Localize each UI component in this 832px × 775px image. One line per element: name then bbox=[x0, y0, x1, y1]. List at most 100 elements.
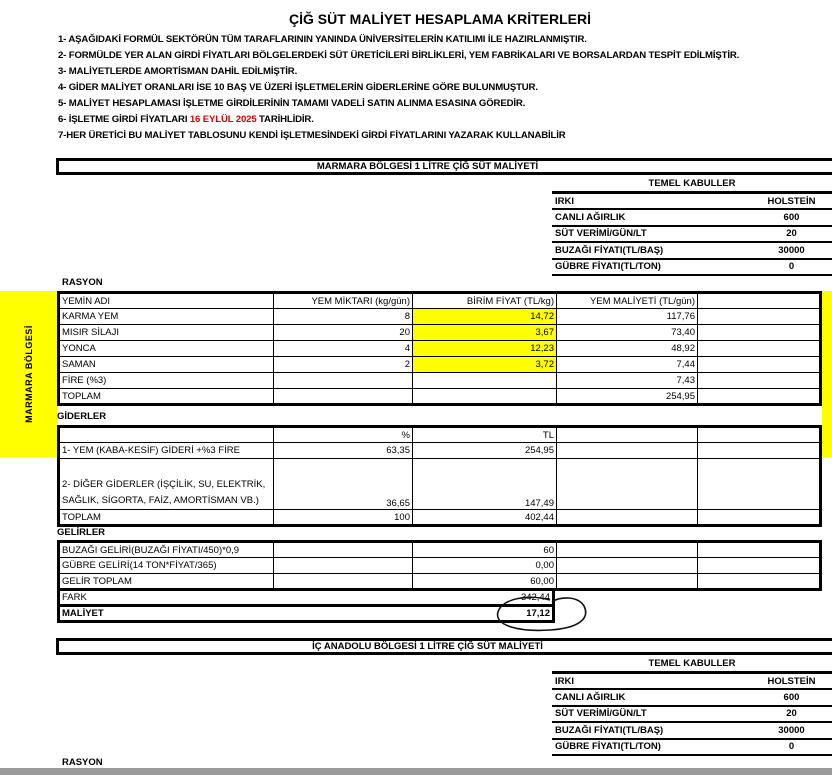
income-value: 0,00 bbox=[412, 557, 557, 574]
expense-percent: 63,35 bbox=[273, 442, 413, 459]
col-header: YEMİN ADI bbox=[58, 292, 274, 309]
empty-cell bbox=[556, 442, 698, 459]
feed-cost: 117,76 bbox=[556, 308, 698, 325]
feed-price[interactable]: 12,23 bbox=[412, 340, 557, 357]
temel-label: CANLI AĞIRLIK bbox=[552, 209, 694, 227]
rasyon-label: RASYON bbox=[62, 277, 103, 288]
feed-name: KARMA YEM bbox=[58, 308, 274, 325]
empty-cell bbox=[412, 372, 557, 389]
col-header: TL bbox=[412, 426, 557, 443]
empty-cell bbox=[556, 458, 698, 510]
temel-label: CANLI AĞIRLIK bbox=[552, 689, 694, 707]
temel-value: 30000 bbox=[693, 242, 832, 260]
empty-cell bbox=[556, 509, 698, 526]
empty-cell bbox=[412, 388, 557, 405]
temel-value: 0 bbox=[693, 738, 832, 756]
icanadolu-header: İÇ ANADOLU BÖLGESİ 1 LİTRE ÇİĞ SÜT MALİY… bbox=[56, 638, 832, 655]
feed-name: SAMAN bbox=[58, 356, 274, 373]
criterion-5: 5- MALİYET HESAPLAMASI İŞLETME GİRDİLERİ… bbox=[58, 98, 526, 109]
empty-cell bbox=[697, 308, 821, 325]
empty-cell bbox=[697, 356, 821, 373]
criterion-3: 3- MALİYETLERDE AMORTİSMAN DAHİL EDİLMİŞ… bbox=[58, 66, 298, 77]
feed-cost: 48,92 bbox=[556, 340, 698, 357]
temel-value: 20 bbox=[693, 705, 832, 723]
marmara-side-label: MARMARA BÖLGESİ bbox=[23, 325, 34, 423]
feed-name: FİRE (%3) bbox=[58, 372, 274, 389]
table-row: 1- YEM (KABA-KESİF) GİDERİ +%3 FİRE 63,35… bbox=[58, 442, 821, 459]
maliyet-label: MALİYET bbox=[62, 608, 104, 619]
feed-qty[interactable]: 4 bbox=[273, 340, 413, 357]
col-header: BİRİM FİYAT (TL/kg) bbox=[412, 292, 557, 309]
criterion-6: 6- İŞLETME GİRDİ FİYATLARI 16 EYLÜL 2025… bbox=[58, 114, 314, 125]
empty-cell bbox=[697, 388, 821, 405]
empty-cell bbox=[273, 372, 413, 389]
rasyon-label: RASYON bbox=[62, 757, 103, 768]
marmara-header: MARMARA BÖLGESİ 1 LİTRE ÇİĞ SÜT MALİYETİ bbox=[56, 158, 832, 175]
table-row: GELİR TOPLAM 60,00 bbox=[58, 573, 821, 590]
feed-qty[interactable]: 8 bbox=[273, 308, 413, 325]
feed-name: YONCA bbox=[58, 340, 274, 357]
feed-price[interactable]: 3,72 bbox=[412, 356, 557, 373]
giderler-label: GİDERLER bbox=[57, 411, 107, 422]
criterion-4: 4- GİDER MALİYET ORANLARI İSE 10 BAŞ VE … bbox=[58, 82, 538, 93]
table-row: BUZAĞI GELİRİ(BUZAĞI FİYATI/450)*0,9 60 bbox=[58, 541, 821, 558]
empty-cell bbox=[697, 292, 821, 309]
income-name: GÜBRE GELİRİ(14 TON*FİYAT/365) bbox=[58, 557, 274, 574]
gelirler-table: BUZAĞI GELİRİ(BUZAĞI FİYATI/450)*0,9 60 G… bbox=[57, 540, 822, 591]
empty-cell bbox=[697, 509, 821, 526]
temel-label: BUZAĞI FİYATI(TL/BAŞ) bbox=[552, 242, 694, 260]
criterion-6-text: 6- İŞLETME GİRDİ FİYATLARI bbox=[58, 114, 190, 125]
temel-value: HOLSTEİN bbox=[693, 672, 832, 690]
expense-name-line: 2- DİĞER GİDERLER (İŞÇİLİK, SU, ELEKTRİK… bbox=[62, 479, 266, 490]
table-row: KARMA YEM 8 14,72 117,76 bbox=[58, 308, 821, 325]
expense-name-line: SAĞLIK, SİGORTA, FAİZ, AMORTİSMAN VB.) bbox=[62, 495, 259, 506]
rasyon-table: YEMİN ADI YEM MİKTARI (kg/gün) BİRİM FİYAT… bbox=[57, 291, 822, 406]
income-value: 60 bbox=[412, 541, 557, 558]
feed-qty[interactable]: 2 bbox=[273, 356, 413, 373]
feed-qty[interactable]: 20 bbox=[273, 324, 413, 341]
marmara-side-band: MARMARA BÖLGESİ bbox=[0, 291, 57, 457]
feed-price[interactable]: 14,72 bbox=[412, 308, 557, 325]
giderler-table: % TL 1- YEM (KABA-KESİF) GİDERİ +%3 FİRE 6… bbox=[57, 425, 822, 527]
empty-cell bbox=[556, 557, 698, 574]
temel-label: BUZAĞI FİYATI(TL/BAŞ) bbox=[552, 722, 694, 740]
empty-cell bbox=[697, 557, 821, 574]
feed-cost: 254,95 bbox=[556, 388, 698, 405]
table-row: TOPLAM 100 402,44 bbox=[58, 509, 821, 526]
temel-value: HOLSTEİN bbox=[693, 192, 832, 210]
empty-cell bbox=[697, 340, 821, 357]
expense-name: 2- DİĞER GİDERLER (İŞÇİLİK, SU, ELEKTRİK… bbox=[58, 458, 274, 510]
table-row: GÜBRE GELİRİ(14 TON*FİYAT/365) 0,00 bbox=[58, 557, 821, 574]
income-name: BUZAĞI GELİRİ(BUZAĞI FİYATI/450)*0,9 bbox=[58, 541, 274, 558]
temel-label: GÜBRE FİYATI(TL/TON) bbox=[552, 738, 694, 756]
icanadolu-header-text: İÇ ANADOLU BÖLGESİ 1 LİTRE ÇİĞ SÜT MALİY… bbox=[312, 641, 543, 652]
table-row: YONCA 4 12,23 48,92 bbox=[58, 340, 821, 357]
empty-cell bbox=[556, 541, 698, 558]
table-row: 2- DİĞER GİDERLER (İŞÇİLİK, SU, ELEKTRİK… bbox=[58, 458, 821, 510]
empty-cell bbox=[697, 573, 821, 590]
temel-label: IRKI bbox=[552, 672, 694, 690]
temel-value: 0 bbox=[693, 258, 832, 276]
expense-percent: 36,65 bbox=[273, 458, 413, 510]
table-row: SAMAN 2 3,72 7,44 bbox=[58, 356, 821, 373]
empty-cell bbox=[273, 388, 413, 405]
expense-percent: 100 bbox=[273, 509, 413, 526]
expense-tl: 147,49 bbox=[412, 458, 557, 510]
empty-cell bbox=[556, 426, 698, 443]
empty-cell bbox=[556, 573, 698, 590]
expense-name: TOPLAM bbox=[58, 509, 274, 526]
criterion-6-suffix: TARİHLİDİR. bbox=[256, 114, 314, 125]
horizontal-scrollbar[interactable] bbox=[0, 768, 832, 775]
empty-cell bbox=[697, 541, 821, 558]
marmara-header-text: MARMARA BÖLGESİ 1 LİTRE ÇİĞ SÜT MALİYETİ bbox=[316, 161, 539, 172]
criterion-1: 1- AŞAĞIDAKİ FORMÜL SEKTÖRÜN TÜM TARAFLA… bbox=[58, 34, 587, 45]
icanadolu-temel-kabuller: TEMEL KABULLER IRKI HOLSTEİN CANLI AĞIRLI… bbox=[552, 656, 832, 756]
feed-name: TOPLAM bbox=[58, 388, 274, 405]
empty-cell bbox=[697, 442, 821, 459]
temel-label: SÜT VERİMİ/GÜN/LT bbox=[552, 705, 694, 723]
temel-value: 20 bbox=[693, 225, 832, 243]
expense-tl: 254,95 bbox=[412, 442, 557, 459]
temel-value: 600 bbox=[693, 689, 832, 707]
gelirler-label: GELİRLER bbox=[57, 527, 106, 538]
feed-price[interactable]: 3,67 bbox=[412, 324, 557, 341]
